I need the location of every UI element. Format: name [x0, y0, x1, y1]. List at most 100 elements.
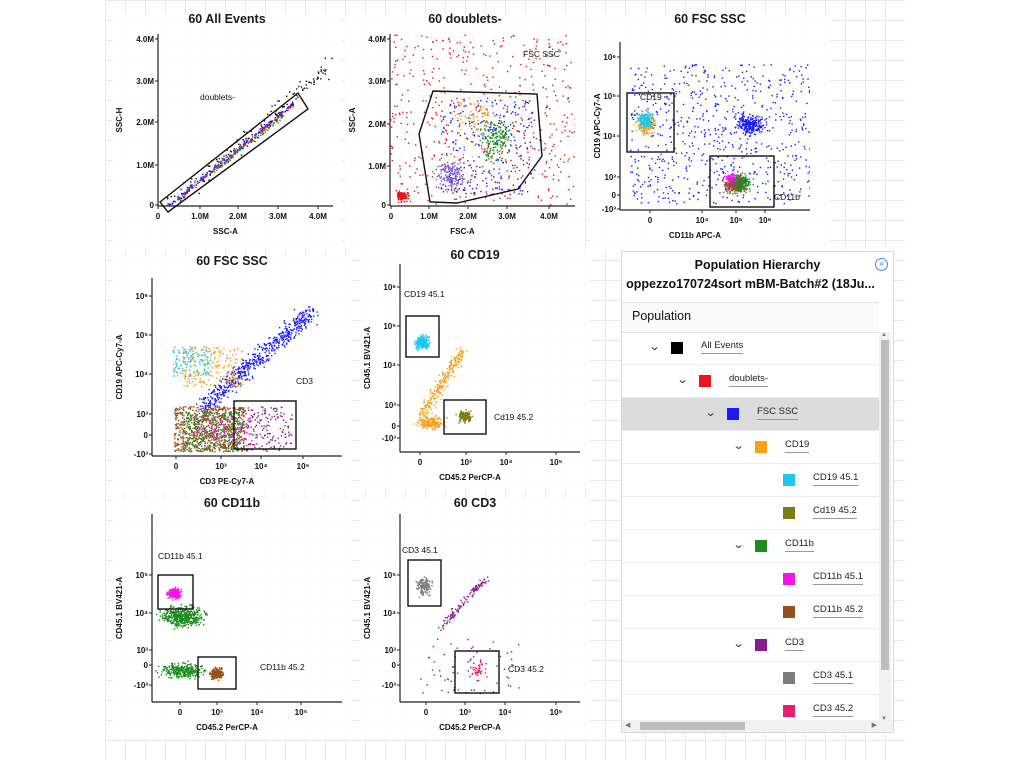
gate-rectangle[interactable]: [709, 155, 775, 208]
event-dot: [203, 438, 205, 440]
event-dot: [502, 124, 504, 126]
event-dot: [501, 133, 503, 136]
event-dot: [453, 147, 455, 149]
event-dot: [236, 434, 238, 437]
event-dot: [449, 184, 452, 186]
event-dot: [177, 448, 179, 450]
gate-polygon[interactable]: [418, 90, 543, 204]
event-dot: [530, 121, 532, 124]
event-dot: [230, 379, 233, 381]
event-dot: [178, 434, 180, 436]
event-dot: [219, 161, 222, 163]
scatter-plot[interactable]: 0 1.0M 2.0M 3.0M 4.0M01.0M2.0M3.0M4.0MSSC-AS…: [112, 14, 342, 250]
event-dot: [263, 127, 265, 129]
event-dot: [296, 321, 298, 323]
gate-rectangle[interactable]: [626, 92, 675, 153]
event-dot: [233, 374, 235, 376]
event-dot: [644, 123, 646, 125]
event-dot: [417, 45, 419, 47]
event-dot: [650, 127, 652, 129]
gate-label[interactable]: CD19: [640, 92, 662, 102]
event-dot: [664, 74, 666, 77]
gate-label[interactable]: FSC SSC: [523, 49, 560, 59]
event-dot: [648, 118, 651, 120]
event-dot: [206, 437, 208, 440]
event-dot: [737, 200, 739, 203]
event-dot: [788, 116, 790, 119]
gate-polygon[interactable]: [159, 91, 309, 213]
event-dot: [763, 64, 765, 66]
event-dot: [741, 183, 743, 185]
event-dot: [180, 197, 183, 200]
plot-fsc-ssc-cd19-cd11b[interactable]: 0 10⁴ 10⁵ 10⁶ -10³ 0 10³ 10⁴ 10⁵ 10⁶ CD11b APC-A CD…: [590, 12, 830, 250]
event-dot: [782, 74, 784, 76]
event-dot: [751, 115, 754, 117]
plot-doublets[interactable]: 0 1.0M 2.0M 3.0M 4.0M 0 1.0M 2.0M 3.0M 4.0M FSC-A S…: [345, 12, 585, 250]
event-dot: [176, 427, 178, 429]
event-dot: [310, 82, 312, 84]
event-dot: [459, 176, 461, 178]
event-dot: [745, 189, 747, 191]
event-dot: [549, 204, 552, 206]
event-dot: [480, 190, 482, 193]
event-dot: [642, 120, 644, 122]
event-dot: [548, 189, 550, 192]
event-dot: [452, 174, 454, 176]
event-dot: [686, 82, 688, 85]
event-dot: [722, 196, 724, 198]
event-dot: [438, 174, 440, 176]
event-dot: [647, 146, 650, 149]
plot-fsc-ssc-cd3[interactable]: 0 10³ 10⁴ 10⁵ -10³ 0 10³ 10⁴ 10⁵ 10⁶ CD3 PE-Cy7-A C…: [112, 254, 352, 494]
event-dot: [736, 180, 738, 182]
event-dot: [723, 129, 725, 131]
event-dot: [242, 366, 245, 368]
event-dot: [227, 385, 230, 387]
event-dot: [443, 131, 445, 133]
event-dot: [687, 71, 689, 73]
event-dot: [285, 109, 287, 112]
event-dot: [490, 156, 492, 158]
event-dot: [534, 148, 536, 150]
event-dot: [281, 331, 284, 333]
event-dot: [802, 78, 804, 80]
gate-label[interactable]: CD11b: [774, 192, 800, 202]
event-dot: [174, 195, 176, 197]
event-dot: [494, 137, 496, 139]
event-dot: [524, 130, 526, 132]
event-dot: [188, 450, 191, 453]
event-dot: [722, 180, 724, 182]
event-dot: [734, 115, 737, 118]
event-dot: [177, 409, 179, 411]
event-dot: [738, 187, 740, 189]
event-dot: [803, 145, 805, 148]
event-dot: [728, 186, 730, 188]
event-dot: [525, 101, 527, 103]
event-dot: [737, 111, 740, 114]
event-dot: [177, 423, 180, 425]
event-dot: [651, 169, 653, 172]
event-dot: [446, 166, 448, 168]
event-dot: [643, 117, 645, 119]
event-dot: [651, 123, 653, 126]
event-dot: [463, 187, 466, 189]
event-dot: [288, 340, 290, 342]
event-dot: [256, 136, 259, 139]
event-dot: [502, 131, 505, 133]
gate-label[interactable]: doublets-: [200, 92, 235, 102]
event-dot: [238, 376, 240, 378]
event-dot: [179, 443, 181, 445]
event-dot: [396, 74, 399, 76]
event-dot: [646, 125, 649, 127]
plot-all-events[interactable]: 0 1.0M 2.0M 3.0M 4.0M 0 1.0M 2.0M 3.0M 4.0M SSC-A S…: [112, 12, 342, 250]
event-dot: [270, 122, 272, 125]
event-dot: [435, 178, 438, 181]
event-dot: [448, 173, 451, 176]
event-dot: [655, 102, 657, 104]
scatter-plot[interactable]: 0 1.0M 2.0M 3.0M 4.0M01.0M2.0M3.0M4.0MFSC-AS…: [345, 14, 585, 250]
event-dot: [240, 145, 242, 147]
event-dot: [707, 76, 709, 78]
event-dot: [808, 131, 810, 133]
event-dot: [563, 68, 566, 71]
